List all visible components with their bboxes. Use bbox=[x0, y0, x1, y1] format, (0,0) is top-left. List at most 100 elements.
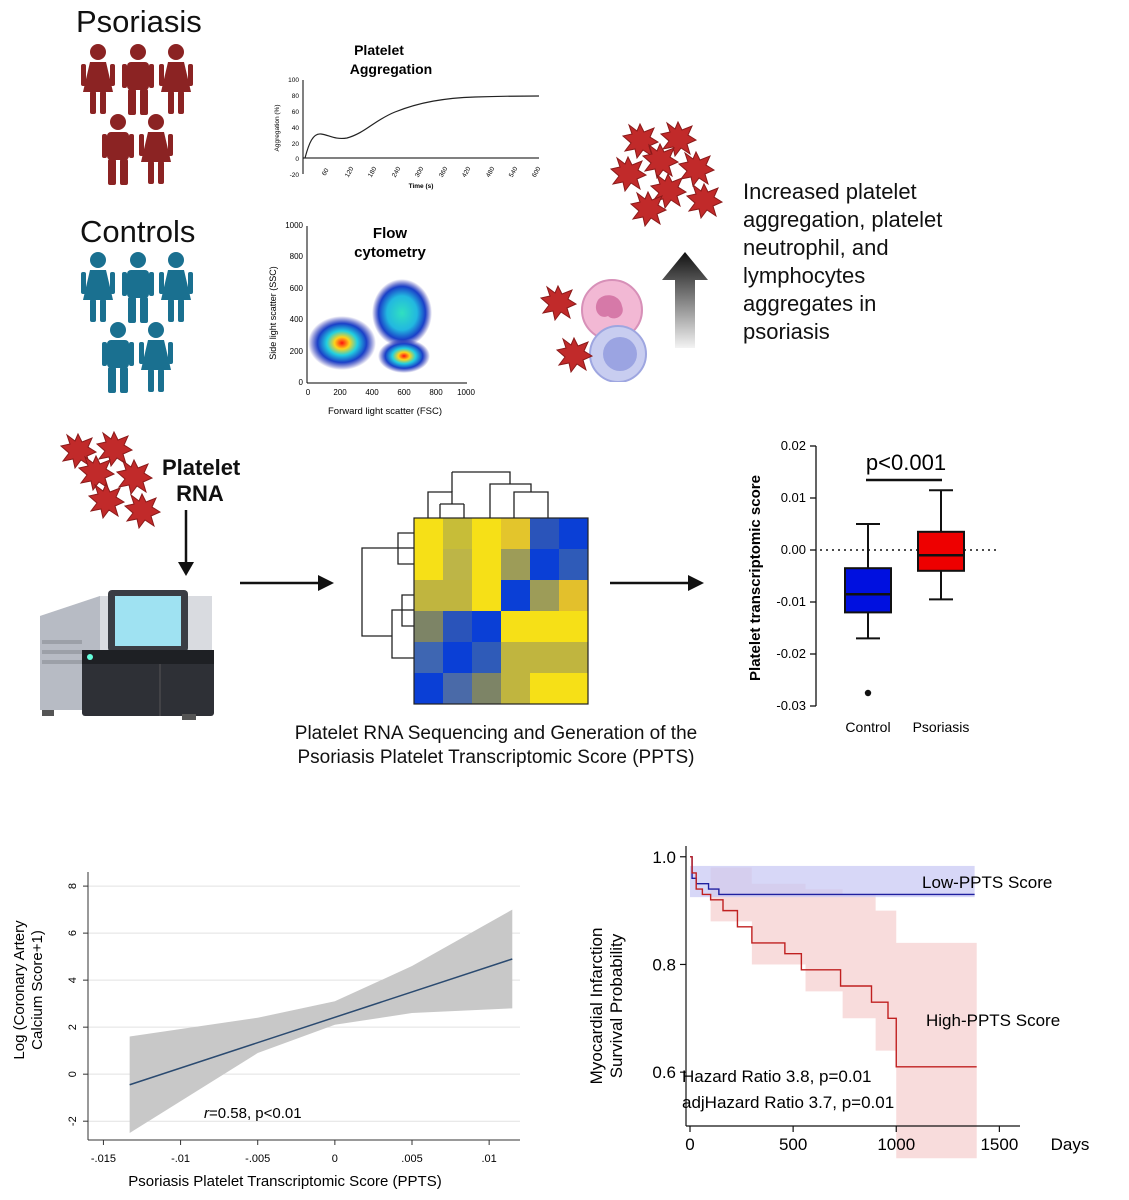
y-tick-label: 0.02 bbox=[781, 438, 806, 453]
y-tick: 0 bbox=[295, 156, 299, 163]
x-tick: 0 bbox=[306, 388, 311, 397]
x-tick: 200 bbox=[333, 388, 347, 397]
high-ppts-label: High-PPTS Score bbox=[926, 1011, 1060, 1030]
column-dendrogram bbox=[427, 471, 549, 518]
y-tick: 200 bbox=[290, 347, 304, 356]
x-tick-label: .01 bbox=[481, 1153, 496, 1165]
caption-line2: Psoriasis Platelet Transcriptomic Score … bbox=[297, 747, 695, 768]
x-tick: 300 bbox=[414, 165, 426, 178]
box-psoriasis bbox=[917, 530, 965, 572]
summary-line: Increased platelet bbox=[743, 179, 917, 204]
x-tick-label: 1000 bbox=[877, 1135, 915, 1154]
summary-line: psoriasis bbox=[743, 319, 830, 344]
summary-line: aggregation, platelet bbox=[743, 207, 943, 232]
aggregation-xlabel: Time (s) bbox=[409, 183, 434, 190]
x-tick: 400 bbox=[365, 388, 379, 397]
surv-ylabel-line2: Survival Probability bbox=[607, 933, 626, 1078]
y-tick-label: 2 bbox=[67, 1024, 79, 1030]
flow-y-ticks: 1000 800 600 400 200 0 bbox=[285, 221, 303, 387]
summary-line: aggregates in bbox=[743, 291, 877, 316]
aggregation-curve bbox=[304, 95, 540, 159]
psoriasis-label: Psoriasis bbox=[76, 4, 202, 39]
x-tick-label: 0 bbox=[685, 1135, 694, 1154]
high-ppts-confidence-band bbox=[690, 856, 977, 1159]
y-tick-label: 0.8 bbox=[652, 955, 676, 974]
aggregation-y-ticks: 100 80 60 40 20 0 -20 bbox=[288, 77, 299, 179]
x-tick-label: -.005 bbox=[245, 1153, 270, 1165]
clustered-heatmap bbox=[361, 471, 589, 705]
aggregation-plot: Platelet Aggregation 100 80 60 40 20 0 -… bbox=[274, 42, 543, 190]
y-tick-label: 0.01 bbox=[781, 490, 806, 505]
rna-seq-caption: Platelet RNA Sequencing and Generation o… bbox=[256, 722, 736, 770]
flow-x-ticks: 0 200 400 600 800 1000 bbox=[306, 388, 476, 397]
box-ylabel: Platelet transcriptomic score bbox=[747, 475, 764, 681]
p-value-annotation: p<0.001 bbox=[866, 450, 946, 475]
x-tick: 120 bbox=[344, 165, 356, 178]
y-tick: 600 bbox=[290, 284, 304, 293]
y-tick-label: -0.01 bbox=[776, 594, 806, 609]
adj-hazard-ratio-annotation: adjHazard Ratio 3.7, p=0.01 bbox=[682, 1093, 894, 1112]
box-control bbox=[844, 567, 892, 614]
aggregation-title-line1: Platelet bbox=[354, 42, 404, 58]
surv-ylabel-line1: Myocardial Infarction bbox=[587, 928, 606, 1085]
low-ppts-label: Low-PPTS Score bbox=[922, 873, 1052, 892]
x-tick: 600 bbox=[397, 388, 411, 397]
x-tick: 480 bbox=[485, 165, 497, 178]
summary-line: neutrophil, and bbox=[743, 235, 889, 260]
x-tick: 600 bbox=[531, 165, 543, 178]
y-tick-label: 0.6 bbox=[652, 1063, 676, 1082]
y-tick: -20 bbox=[290, 172, 300, 179]
x-tick: 1000 bbox=[457, 388, 475, 397]
flow-title-line2: cytometry bbox=[354, 244, 426, 261]
x-tick: 60 bbox=[321, 167, 331, 177]
hazard-ratio-annotation: Hazard Ratio 3.8, p=0.01 bbox=[682, 1067, 871, 1086]
regression-plot: Log (Coronary Artery Calcium Score+1) Ps… bbox=[11, 872, 520, 1190]
reg-ylabel-line2: Calcium Score+1) bbox=[29, 930, 46, 1050]
down-arrow-icon bbox=[178, 510, 194, 576]
low-ppts-confidence-band bbox=[690, 865, 975, 898]
aggregation-summary: Increased platelet aggregation, platelet… bbox=[743, 178, 942, 346]
sequencer-machine-icon bbox=[40, 590, 214, 720]
x-tick-label: -.01 bbox=[171, 1153, 190, 1165]
x-tick-label: .005 bbox=[401, 1153, 422, 1165]
y-tick-label: 1.0 bbox=[652, 848, 676, 867]
x-tick: 360 bbox=[438, 165, 450, 178]
aggregation-ylabel: Aggregation (%) bbox=[274, 105, 281, 152]
survival-plot: Myocardial Infarction Survival Probabili… bbox=[587, 846, 1090, 1159]
platelet-rna-icon bbox=[60, 431, 161, 529]
right-arrow-1 bbox=[240, 575, 334, 591]
y-tick-label: -0.03 bbox=[776, 698, 806, 713]
x-tick: 420 bbox=[461, 165, 473, 178]
reg-xlabel: Psoriasis Platelet Transcriptomic Score … bbox=[128, 1173, 441, 1190]
y-tick: 1000 bbox=[285, 221, 303, 230]
y-tick: 0 bbox=[299, 378, 304, 387]
y-tick: 40 bbox=[292, 125, 300, 132]
y-tick-label: -0.02 bbox=[776, 646, 806, 661]
leukocyte-platelet-aggregates-icon bbox=[540, 279, 647, 382]
fit-line bbox=[129, 958, 513, 1086]
box-y-ticks: 0.02 0.01 0.00 -0.01 -0.02 -0.03 bbox=[776, 438, 816, 713]
y-tick: 80 bbox=[292, 93, 300, 100]
controls-people-icon bbox=[81, 252, 193, 393]
rna-label-line2: RNA bbox=[176, 481, 224, 506]
flow-title-line1: Flow bbox=[373, 225, 407, 242]
high-ppts-curve bbox=[690, 856, 977, 1068]
y-tick-label: 6 bbox=[67, 930, 79, 936]
right-arrow-2 bbox=[610, 575, 704, 591]
surv-xlabel: Days bbox=[1051, 1135, 1090, 1154]
aggregation-x-ticks: 60 120 180 240 300 360 420 480 540 600 bbox=[321, 165, 543, 178]
x-tick: 540 bbox=[508, 165, 520, 178]
x-tick-label: 500 bbox=[779, 1135, 807, 1154]
aggregation-title-line2: Aggregation bbox=[350, 61, 432, 77]
correlation-annotation: r=0.58, p<0.01 bbox=[204, 1105, 302, 1122]
r-symbol: r bbox=[204, 1105, 210, 1122]
caption-line1: Platelet RNA Sequencing and Generation o… bbox=[294, 723, 698, 744]
x-tick: 180 bbox=[367, 165, 379, 178]
increase-arrow-icon bbox=[662, 252, 708, 348]
granulocyte-cluster bbox=[372, 279, 432, 347]
y-tick: 100 bbox=[288, 77, 299, 84]
y-tick: 400 bbox=[290, 315, 304, 324]
platelet-aggregate-icon bbox=[610, 121, 723, 227]
y-tick-label: 0.00 bbox=[781, 542, 806, 557]
y-tick-label: 0 bbox=[67, 1071, 79, 1077]
